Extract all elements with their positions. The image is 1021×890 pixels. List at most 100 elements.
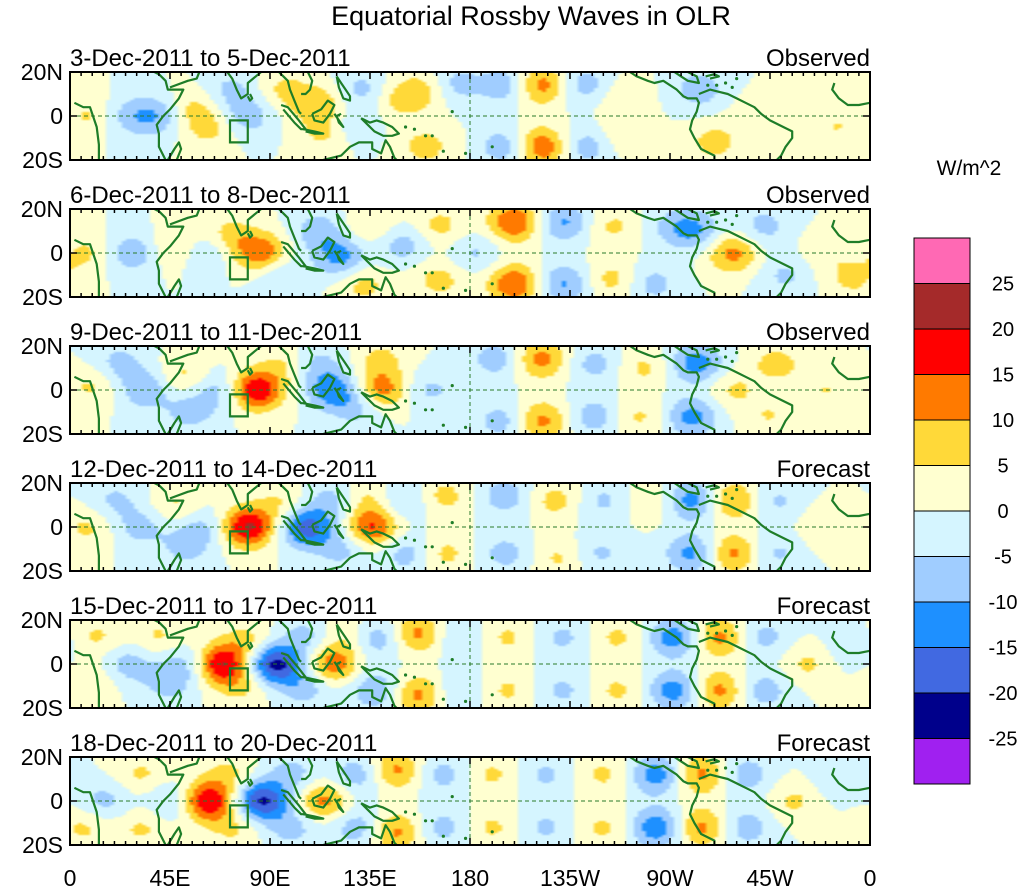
coastline: [698, 88, 794, 160]
island-dot: [490, 419, 494, 423]
y-tick-label: 0: [50, 377, 63, 403]
coastline: [311, 236, 336, 261]
coastline: [301, 483, 314, 507]
coastline: [705, 347, 720, 354]
coastline: [246, 367, 254, 376]
coastline: [153, 757, 185, 845]
coastline: [831, 493, 870, 518]
island-dot: [441, 149, 445, 153]
colorbar: W/m^2 25 20 15 10 5 0 -5 -10 -15 -20 -25: [913, 157, 1018, 785]
coastline: [246, 230, 254, 239]
island-dot: [450, 795, 454, 799]
island-dot: [706, 768, 710, 772]
coastline: [246, 93, 254, 102]
coastline: [246, 778, 254, 787]
coastline: [831, 219, 870, 244]
island-dot: [430, 545, 434, 549]
coastline: [705, 484, 720, 491]
panel-period: 3-Dec-2011 to 5-Dec-2011: [70, 45, 351, 72]
colorbar-label: 10: [992, 410, 1014, 432]
island-dot: [423, 819, 428, 823]
island-dot: [735, 77, 739, 81]
island-dot: [490, 556, 494, 560]
coastline: [153, 209, 185, 297]
coastline: [218, 209, 262, 237]
x-tick-label: 45W: [746, 865, 794, 890]
coastlines: [73, 757, 870, 845]
coastline: [166, 552, 183, 571]
coastline: [278, 483, 302, 526]
coastline: [831, 356, 870, 381]
island-dot: [730, 359, 734, 363]
x-tick-label: 135W: [540, 865, 600, 890]
coastline: [73, 649, 100, 708]
coastline: [705, 210, 720, 217]
island-dot: [423, 545, 428, 549]
island-dot: [403, 262, 408, 266]
colorbar-label: 5: [997, 456, 1008, 478]
coastline: [705, 73, 720, 80]
coastline: [166, 278, 183, 297]
island-dot: [715, 357, 719, 361]
chart-title: Equatorial Rossby Waves in OLR: [331, 1, 731, 31]
colorbar-label: -15: [989, 638, 1018, 660]
panel-label: Forecast: [777, 730, 871, 757]
coastline: [169, 483, 201, 500]
panel-period: 15-Dec-2011 to 17-Dec-2011: [70, 593, 377, 620]
coastline: [629, 620, 716, 708]
coastline: [629, 209, 716, 297]
island-dot: [706, 220, 710, 224]
coastline: [629, 346, 716, 434]
coastline: [246, 641, 254, 650]
island-dot: [730, 85, 734, 89]
panel-label: Forecast: [777, 593, 871, 620]
x-tick-label: 45E: [150, 865, 191, 890]
coastline: [278, 757, 302, 800]
coastline: [73, 101, 100, 160]
island-dot: [463, 288, 468, 292]
coastline: [301, 72, 314, 96]
panel-3: 20N 0 20S 9-Dec-2011 to 11-Dec-2011 Observed: [21, 319, 871, 447]
coastline: [166, 415, 183, 434]
island-dot: [735, 351, 739, 355]
colorbar-label: 25: [992, 274, 1014, 296]
x-tick-label: 180: [451, 865, 489, 890]
island-dot: [423, 134, 428, 138]
y-tick-label: 0: [50, 240, 63, 266]
coastline: [301, 620, 314, 644]
island-dot: [441, 834, 445, 838]
island-dot: [490, 282, 494, 286]
coastline: [153, 346, 185, 434]
island-dot: [723, 492, 728, 496]
x-tick-label: 90E: [250, 865, 291, 890]
coastline: [335, 486, 352, 513]
island-dot: [450, 384, 454, 388]
panel-period: 18-Dec-2011 to 20-Dec-2011: [70, 730, 377, 757]
y-tick-label: 20N: [21, 470, 63, 496]
coastline: [169, 346, 201, 363]
coastline: [323, 824, 398, 845]
island-dot: [490, 830, 494, 834]
panel-4: 20N 0 20S 12-Dec-2011 to 14-Dec-2011 Forecas…: [21, 456, 871, 584]
coastline: [335, 212, 352, 239]
coastline: [73, 512, 100, 571]
coastline: [218, 346, 262, 374]
colorbar-cell: [913, 374, 971, 421]
coastlines: [73, 72, 870, 160]
y-tick-label: 0: [50, 788, 63, 814]
coastline: [698, 636, 794, 708]
coastline: [323, 550, 398, 571]
coastline: [278, 209, 302, 252]
island-dot: [463, 151, 468, 155]
island-dot: [450, 658, 454, 662]
coastline: [831, 630, 870, 655]
coastline: [629, 483, 716, 571]
island-dot: [450, 521, 454, 525]
coastline: [73, 375, 100, 434]
coastline: [311, 784, 336, 809]
island-dot: [715, 768, 719, 772]
coastline: [360, 117, 400, 137]
y-tick-label: 20N: [21, 333, 63, 359]
